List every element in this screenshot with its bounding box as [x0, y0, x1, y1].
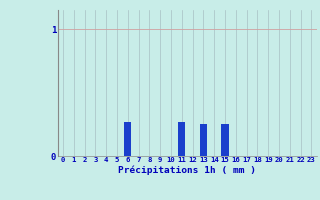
X-axis label: Précipitations 1h ( mm ): Précipitations 1h ( mm )	[118, 165, 256, 175]
Bar	[124, 122, 131, 156]
Bar	[178, 122, 185, 156]
Bar	[200, 124, 207, 156]
Bar	[221, 124, 228, 156]
